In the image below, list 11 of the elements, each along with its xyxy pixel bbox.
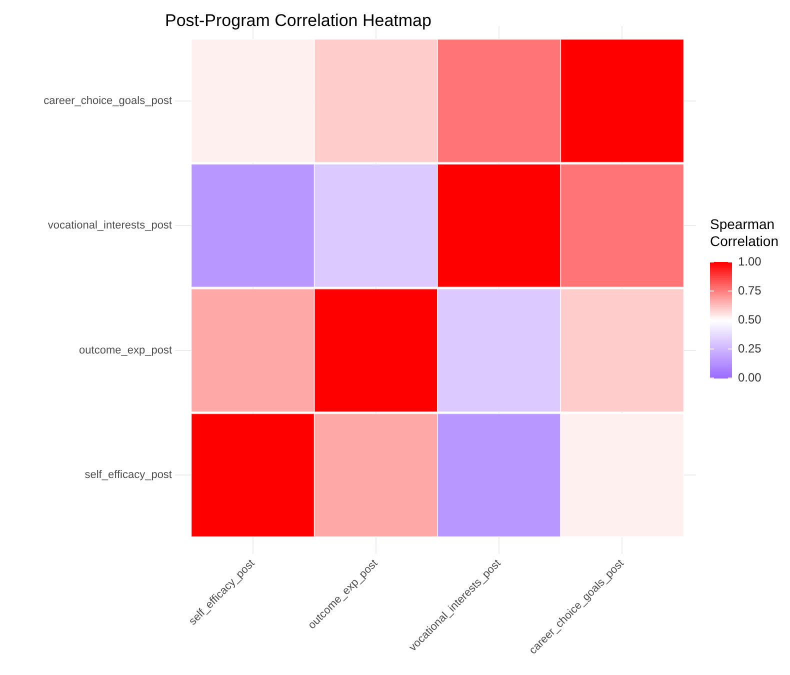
color-bar-label: 0.75 <box>738 283 762 298</box>
chart-title: Post-Program Correlation Heatmap <box>165 11 432 30</box>
y-tick-label: outcome_exp_post <box>79 344 172 356</box>
color-bar-label: 0.50 <box>738 312 762 326</box>
y-tick-label: self_efficacy_post <box>84 469 172 482</box>
y-tick-label: vocational_interests_post <box>48 220 172 232</box>
color-bar-title: Spearman Correlation <box>710 216 778 249</box>
color-bar-label: 0.00 <box>738 370 762 384</box>
y-tick-label: career_choice_goals_post <box>44 94 172 107</box>
color-bar-label: 0.25 <box>738 341 762 356</box>
color-bar-label: 1.00 <box>738 254 762 268</box>
